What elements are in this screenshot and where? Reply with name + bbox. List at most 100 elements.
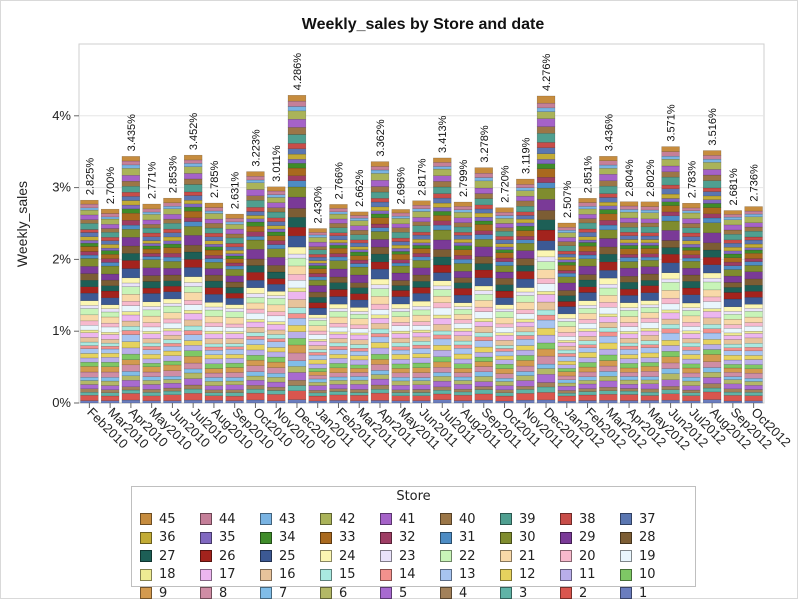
bar-segment-store-40 bbox=[516, 200, 535, 207]
bar-segment-store-43 bbox=[350, 217, 369, 221]
bar-segment-store-30 bbox=[516, 243, 535, 251]
bar-stack bbox=[308, 228, 327, 404]
bar-segment-store-30 bbox=[80, 258, 99, 267]
legend-label: 33 bbox=[339, 530, 356, 546]
bar-stack bbox=[536, 95, 556, 404]
bar-segment-store-35 bbox=[391, 248, 410, 252]
bar-segment-store-6 bbox=[391, 380, 410, 386]
bar-segment-store-3 bbox=[474, 389, 493, 395]
bar-segment-store-27 bbox=[121, 253, 141, 261]
bar-segment-store-9 bbox=[204, 368, 224, 374]
bar-segment-store-7 bbox=[184, 368, 203, 374]
bar-segment-store-37 bbox=[744, 239, 763, 245]
bar-segment-store-45 bbox=[121, 156, 141, 162]
legend-item-store-8: 8 bbox=[200, 584, 260, 603]
bar-segment-store-44 bbox=[744, 210, 763, 215]
bar-segment-store-19 bbox=[744, 325, 763, 332]
bar-segment-store-27 bbox=[101, 285, 120, 292]
bar-segment-store-45 bbox=[267, 186, 286, 192]
bar-segment-store-28 bbox=[578, 274, 597, 281]
bar-segment-store-10 bbox=[412, 362, 431, 368]
bar-segment-store-28 bbox=[536, 210, 556, 220]
bar-segment-store-13 bbox=[578, 347, 597, 353]
bar-segment-store-33 bbox=[495, 252, 514, 259]
bar-segment-store-17 bbox=[287, 291, 307, 300]
bar-segment-store-44 bbox=[682, 207, 701, 211]
bar-segment-store-4 bbox=[453, 388, 473, 393]
bar-segment-store-34 bbox=[101, 250, 120, 255]
bar-segment-store-22 bbox=[391, 311, 410, 317]
bar-segment-store-4 bbox=[536, 382, 556, 388]
bar-segment-store-26 bbox=[350, 293, 369, 301]
bar-segment-store-17 bbox=[101, 334, 120, 340]
bar-segment-store-9 bbox=[744, 368, 763, 374]
legend-swatch bbox=[200, 550, 212, 563]
legend-label: 21 bbox=[519, 548, 536, 564]
bar-segment-store-39 bbox=[661, 176, 680, 186]
bar-segment-store-17 bbox=[308, 340, 327, 346]
bar-segment-store-16 bbox=[350, 339, 369, 345]
bar-segment-store-16 bbox=[308, 345, 327, 350]
bar-segment-store-14 bbox=[308, 352, 327, 356]
bar-segment-store-6 bbox=[121, 375, 141, 381]
bar-segment-store-36 bbox=[557, 256, 576, 260]
legend-swatch bbox=[260, 513, 272, 526]
bar-segment-store-23 bbox=[640, 304, 659, 308]
bar-segment-store-40 bbox=[121, 180, 141, 187]
bar-segment-store-10 bbox=[370, 353, 390, 360]
bar-segment-store-16 bbox=[370, 323, 390, 330]
bar-segment-store-43 bbox=[412, 208, 431, 212]
bar-segment-store-29 bbox=[391, 272, 410, 281]
legend-label: 25 bbox=[279, 548, 296, 564]
bar-segment-store-40 bbox=[101, 228, 120, 233]
bar-segment-store-14 bbox=[433, 334, 452, 340]
bar-segment-store-18 bbox=[619, 331, 639, 335]
legend-swatch bbox=[560, 587, 572, 600]
bar-segment-store-18 bbox=[599, 313, 618, 317]
data-label: 2.720% bbox=[500, 165, 512, 203]
bar-segment-store-5 bbox=[599, 380, 618, 388]
bar-segment-store-24 bbox=[412, 300, 431, 307]
data-label: 3.571% bbox=[666, 104, 678, 142]
bar-segment-store-41 bbox=[329, 218, 348, 224]
bar-segment-store-19 bbox=[702, 301, 722, 309]
bar-segment-store-43 bbox=[308, 234, 327, 238]
bar-segment-store-3 bbox=[184, 388, 203, 394]
bar-segment-store-9 bbox=[184, 356, 203, 364]
bar-segment-store-4 bbox=[412, 389, 431, 393]
bar-segment-store-2 bbox=[163, 394, 182, 401]
bar-segment-store-10 bbox=[246, 355, 265, 361]
bar-segment-store-38 bbox=[453, 232, 473, 236]
bar-segment-store-37 bbox=[474, 208, 493, 214]
bar-segment-store-36 bbox=[287, 153, 307, 160]
bar-segment-store-40 bbox=[578, 218, 597, 224]
bar-segment-store-43 bbox=[225, 221, 244, 225]
bar-segment-store-34 bbox=[516, 225, 535, 231]
bar-segment-store-8 bbox=[163, 370, 182, 377]
bar-segment-store-6 bbox=[267, 377, 286, 383]
bar-segment-store-22 bbox=[184, 286, 203, 293]
bar-segment-store-37 bbox=[101, 240, 120, 245]
legend-swatch bbox=[380, 550, 392, 563]
bar-segment-store-42 bbox=[516, 190, 535, 197]
bar-segment-store-16 bbox=[474, 326, 493, 333]
bar-segment-store-13 bbox=[246, 339, 265, 345]
bar-segment-store-13 bbox=[474, 340, 493, 348]
bar-segment-store-40 bbox=[80, 219, 99, 224]
bar-segment-store-30 bbox=[599, 229, 618, 239]
bar-segment-store-16 bbox=[536, 301, 556, 311]
bar-segment-store-24 bbox=[287, 246, 307, 255]
bar-segment-store-6 bbox=[495, 381, 514, 386]
bar-segment-store-14 bbox=[391, 346, 410, 351]
bar-segment-store-15 bbox=[682, 342, 701, 347]
legend-item-store-43: 43 bbox=[260, 510, 320, 529]
bar-segment-store-7 bbox=[121, 371, 141, 377]
bar-segment-store-26 bbox=[308, 302, 327, 309]
bar-segment-store-26 bbox=[101, 290, 120, 299]
bar-segment-store-9 bbox=[640, 366, 659, 372]
bar-segment-store-13 bbox=[101, 348, 120, 354]
bar-segment-store-38 bbox=[246, 207, 265, 212]
bar-segment-store-21 bbox=[516, 301, 535, 310]
legend-swatch bbox=[500, 550, 512, 563]
bar-segment-store-19 bbox=[184, 304, 203, 311]
